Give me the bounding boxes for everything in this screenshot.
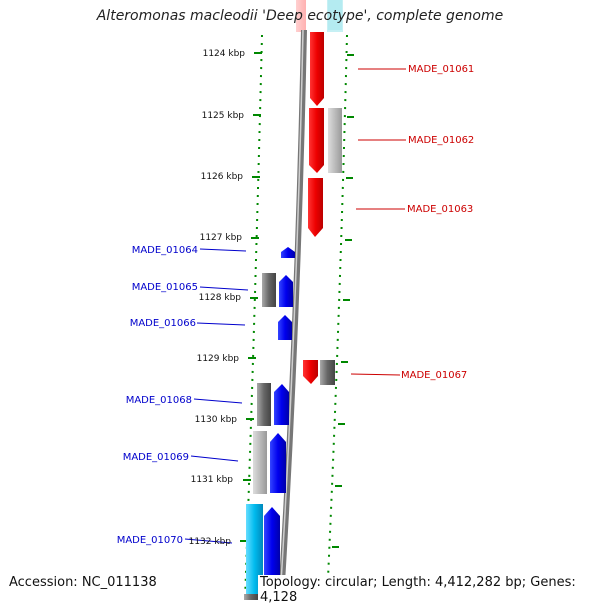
gene-arrow-made-01061 <box>310 32 324 106</box>
ruler-label-1129: 1129 kbp <box>197 354 240 364</box>
genome-backbone <box>278 29 307 600</box>
gene-arrow-made-01063 <box>308 178 323 237</box>
gene-label-made-01069[interactable]: MADE_01069 <box>123 452 189 463</box>
gene-label-made-01066[interactable]: MADE_01066 <box>130 318 196 329</box>
gene-arrow-made-01067 <box>303 360 318 384</box>
gray-feature-01062 <box>328 108 342 173</box>
genome-info-label: Topology: circular; Length: 4,412,282 bp… <box>258 575 600 605</box>
gene-arrow-made-01068 <box>274 384 289 425</box>
ruler-label-1130: 1130 kbp <box>195 415 238 425</box>
gene-label-made-01070[interactable]: MADE_01070 <box>117 535 183 546</box>
right-major-ticks <box>332 54 354 548</box>
gene-label-made-01065[interactable]: MADE_01065 <box>132 282 198 293</box>
gray-feature-01065 <box>262 273 276 307</box>
gene-arrow-made-01062 <box>309 108 324 173</box>
gene-label-made-01067[interactable]: MADE_01067 <box>401 370 467 381</box>
gene-arrow-made-01066 <box>278 315 292 340</box>
gene-label-made-01061[interactable]: MADE_01061 <box>408 64 474 75</box>
ruler-label-1125: 1125 kbp <box>202 111 245 121</box>
gene-arrow-made-01064 <box>281 247 295 258</box>
gray-feature-01067 <box>320 360 335 385</box>
gene-label-made-01064[interactable]: MADE_01064 <box>132 245 198 256</box>
gene-arrow-made-01069 <box>270 433 286 493</box>
gray-feature-01069 <box>253 431 267 494</box>
gray-feature-01068 <box>257 383 271 426</box>
ruler-label-1127: 1127 kbp <box>200 233 243 243</box>
ruler-label-1132: 1132 kbp <box>189 537 232 547</box>
gene-label-made-01068[interactable]: MADE_01068 <box>126 395 192 406</box>
left-major-ticks <box>240 52 262 542</box>
accession-label: Accession: NC_011138 <box>7 575 159 590</box>
label-leader-lines <box>184 68 406 544</box>
ruler-label-1128: 1128 kbp <box>199 293 242 303</box>
gene-arrow-made-01070 <box>264 507 280 590</box>
ruler-label-1131: 1131 kbp <box>191 475 234 485</box>
gene-arrow-made-01065 <box>279 275 293 307</box>
pale-feature-top-left <box>296 0 306 32</box>
gene-label-made-01063[interactable]: MADE_01063 <box>407 204 473 215</box>
ruler-label-1126: 1126 kbp <box>201 172 244 182</box>
gene-label-made-01062[interactable]: MADE_01062 <box>408 135 474 146</box>
ruler-label-1124: 1124 kbp <box>203 49 246 59</box>
cyan-feature-01070 <box>246 504 263 596</box>
genome-title: Alteromonas macleodii 'Deep ecotype', co… <box>96 8 504 24</box>
cyan-feature-top <box>328 0 342 30</box>
